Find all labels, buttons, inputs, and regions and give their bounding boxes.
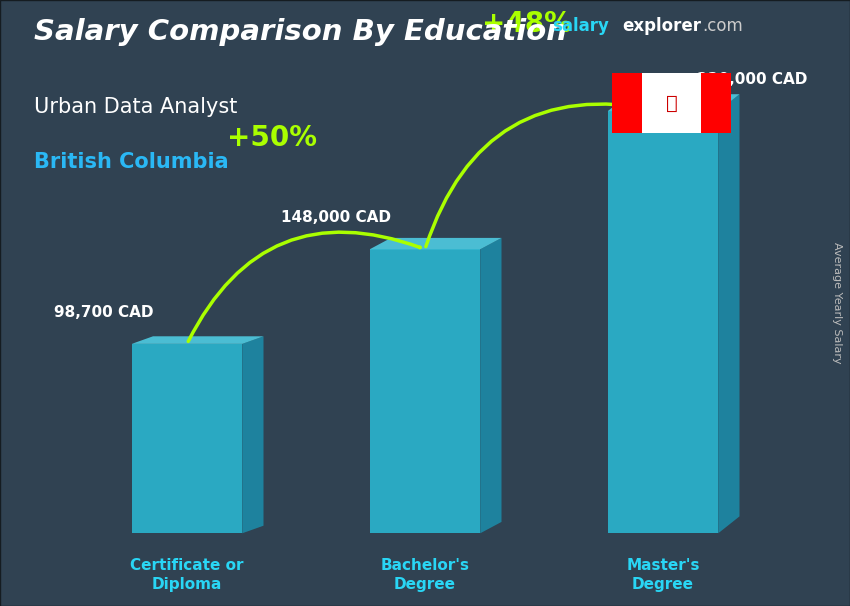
Text: 148,000 CAD: 148,000 CAD — [281, 210, 391, 225]
FancyBboxPatch shape — [612, 73, 731, 133]
Polygon shape — [718, 94, 740, 533]
Text: 220,000 CAD: 220,000 CAD — [697, 72, 808, 87]
Text: Certificate or
Diploma: Certificate or Diploma — [130, 558, 244, 592]
Polygon shape — [132, 344, 242, 533]
FancyBboxPatch shape — [612, 73, 642, 133]
Text: Salary Comparison By Education: Salary Comparison By Education — [34, 18, 567, 46]
Polygon shape — [608, 94, 740, 111]
FancyBboxPatch shape — [701, 73, 731, 133]
Text: 🍁: 🍁 — [666, 93, 677, 113]
Text: +50%: +50% — [227, 124, 317, 152]
Text: explorer: explorer — [622, 17, 701, 35]
Text: Average Yearly Salary: Average Yearly Salary — [832, 242, 842, 364]
Text: Urban Data Analyst: Urban Data Analyst — [34, 97, 237, 117]
Polygon shape — [608, 111, 718, 533]
FancyArrowPatch shape — [426, 104, 658, 247]
Polygon shape — [132, 336, 264, 344]
Polygon shape — [242, 336, 264, 533]
Text: 98,700 CAD: 98,700 CAD — [54, 305, 153, 319]
Text: salary: salary — [552, 17, 609, 35]
FancyArrowPatch shape — [188, 232, 420, 341]
Text: British Columbia: British Columbia — [34, 152, 229, 171]
Polygon shape — [370, 238, 502, 249]
Text: Master's
Degree: Master's Degree — [626, 558, 700, 592]
Text: .com: .com — [702, 17, 743, 35]
Text: +48%: +48% — [482, 10, 572, 38]
Polygon shape — [480, 238, 501, 533]
Text: Bachelor's
Degree: Bachelor's Degree — [381, 558, 469, 592]
Polygon shape — [370, 249, 480, 533]
